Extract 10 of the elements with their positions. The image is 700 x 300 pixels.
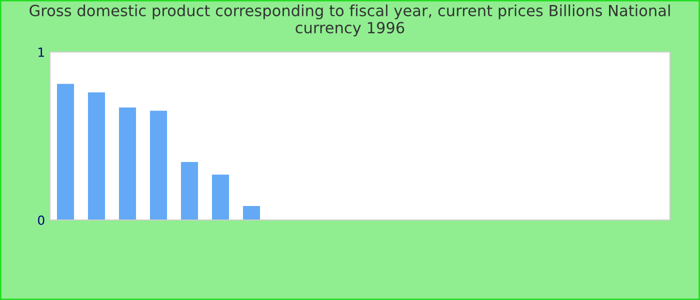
y-tick-label: 0 bbox=[38, 215, 44, 225]
bar bbox=[242, 206, 260, 220]
y-tick-label: 1 bbox=[38, 48, 44, 57]
bar bbox=[118, 107, 136, 220]
chart-title: Gross domestic product corresponding to fiscal year, current prices Billions National currency 1996 bbox=[30, 4, 670, 36]
bar bbox=[180, 162, 198, 220]
bar bbox=[212, 174, 230, 220]
bar bbox=[56, 84, 74, 220]
bar bbox=[88, 92, 106, 220]
bar bbox=[150, 110, 168, 220]
